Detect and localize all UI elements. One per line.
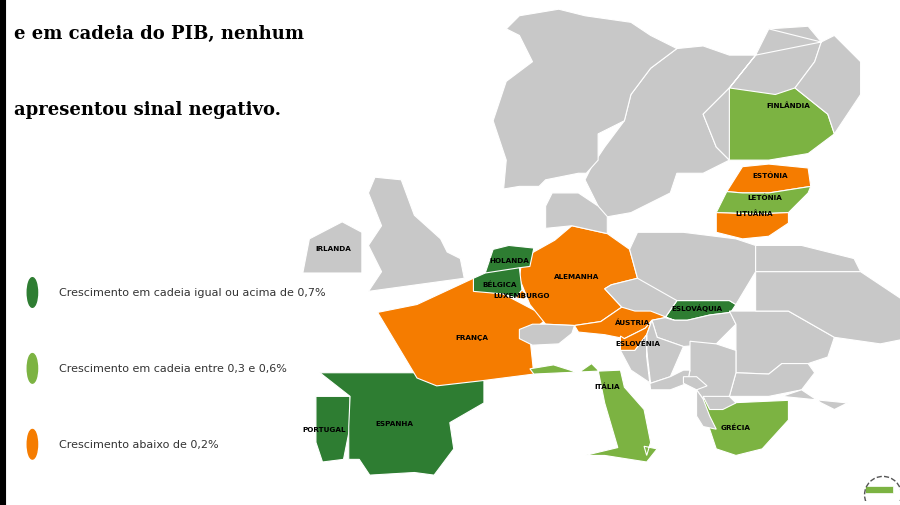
Polygon shape xyxy=(585,27,821,221)
Text: ITÁLIA: ITÁLIA xyxy=(595,383,620,389)
Polygon shape xyxy=(865,486,894,493)
Polygon shape xyxy=(782,390,848,410)
Polygon shape xyxy=(647,335,690,390)
Polygon shape xyxy=(530,364,657,462)
Polygon shape xyxy=(703,27,834,161)
Polygon shape xyxy=(519,226,637,326)
Polygon shape xyxy=(697,390,716,429)
Text: ALEMANHA: ALEMANHA xyxy=(554,273,599,279)
Text: PORTUGAL: PORTUGAL xyxy=(302,426,346,432)
Polygon shape xyxy=(473,268,522,298)
Polygon shape xyxy=(620,321,652,351)
Polygon shape xyxy=(729,364,814,396)
Ellipse shape xyxy=(27,278,38,308)
Text: e em cadeia do PIB, nenhum: e em cadeia do PIB, nenhum xyxy=(14,25,303,43)
Polygon shape xyxy=(519,325,574,345)
Polygon shape xyxy=(703,30,860,161)
Text: HOLANDA: HOLANDA xyxy=(489,258,529,263)
Polygon shape xyxy=(665,301,736,321)
Polygon shape xyxy=(703,396,736,410)
Polygon shape xyxy=(727,165,811,193)
Polygon shape xyxy=(368,178,464,292)
Text: ESTÓNIA: ESTÓNIA xyxy=(752,172,788,178)
Text: LETÓNIA: LETÓNIA xyxy=(747,194,782,200)
Polygon shape xyxy=(703,396,788,456)
Polygon shape xyxy=(378,279,548,386)
Polygon shape xyxy=(756,246,860,272)
Polygon shape xyxy=(756,272,900,344)
Text: ÁUSTRIA: ÁUSTRIA xyxy=(615,319,650,325)
Text: IRLANDA: IRLANDA xyxy=(315,245,351,251)
Polygon shape xyxy=(320,373,484,475)
Polygon shape xyxy=(620,321,683,383)
Text: apresentou sinal negativo.: apresentou sinal negativo. xyxy=(14,101,281,119)
Polygon shape xyxy=(316,396,350,462)
Polygon shape xyxy=(545,193,608,234)
Text: Crescimento abaixo de 0,2%: Crescimento abaixo de 0,2% xyxy=(59,439,219,449)
Polygon shape xyxy=(574,305,665,339)
Polygon shape xyxy=(652,313,736,347)
Ellipse shape xyxy=(27,354,38,383)
Text: BÉLGICA: BÉLGICA xyxy=(482,281,517,287)
Polygon shape xyxy=(630,233,756,318)
Polygon shape xyxy=(716,187,811,215)
Text: Crescimento em cadeia entre 0,3 e 0,6%: Crescimento em cadeia entre 0,3 e 0,6% xyxy=(59,364,287,374)
Polygon shape xyxy=(302,222,362,274)
Polygon shape xyxy=(493,10,677,189)
Text: FRANÇA: FRANÇA xyxy=(455,335,489,341)
Text: ESLOVÉNIA: ESLOVÉNIA xyxy=(615,340,660,346)
Text: Crescimento em cadeia igual ou acima de 0,7%: Crescimento em cadeia igual ou acima de … xyxy=(59,288,326,298)
Text: ESLOVÁQUIA: ESLOVÁQUIA xyxy=(671,304,722,311)
Text: FINLÂNDIA: FINLÂNDIA xyxy=(767,103,810,109)
Text: GRÉCIA: GRÉCIA xyxy=(721,424,751,430)
Polygon shape xyxy=(688,341,736,399)
Text: ESPANHA: ESPANHA xyxy=(375,420,414,426)
Polygon shape xyxy=(516,290,526,299)
Polygon shape xyxy=(485,246,534,279)
Text: LUXEMBURGO: LUXEMBURGO xyxy=(494,293,550,299)
Text: LITUÂNIA: LITUÂNIA xyxy=(735,210,773,217)
Polygon shape xyxy=(716,213,788,239)
Polygon shape xyxy=(729,312,834,374)
Polygon shape xyxy=(605,279,677,321)
Ellipse shape xyxy=(27,430,38,459)
Polygon shape xyxy=(683,377,707,390)
